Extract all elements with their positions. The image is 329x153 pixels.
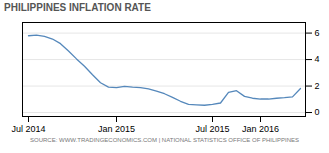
svg-text:Jan 2015: Jan 2015 xyxy=(98,124,135,134)
svg-text:0: 0 xyxy=(315,107,320,117)
svg-text:6: 6 xyxy=(315,28,320,38)
html-text:SOURCE: WWW.TRADINGECONOMICS.C: SOURCE: WWW.TRADINGECONOMICS.COM | NATIO… xyxy=(30,137,299,143)
svg-text:4: 4 xyxy=(315,54,320,64)
svg-text:Jul 2015: Jul 2015 xyxy=(195,124,229,134)
svg-text:Jan 2016: Jan 2016 xyxy=(242,124,279,134)
html-text:PHILIPPINES INFLATION RATE: PHILIPPINES INFLATION RATE xyxy=(4,2,151,13)
svg-text:2: 2 xyxy=(315,81,320,91)
svg-text:Jul 2014: Jul 2014 xyxy=(11,124,45,134)
